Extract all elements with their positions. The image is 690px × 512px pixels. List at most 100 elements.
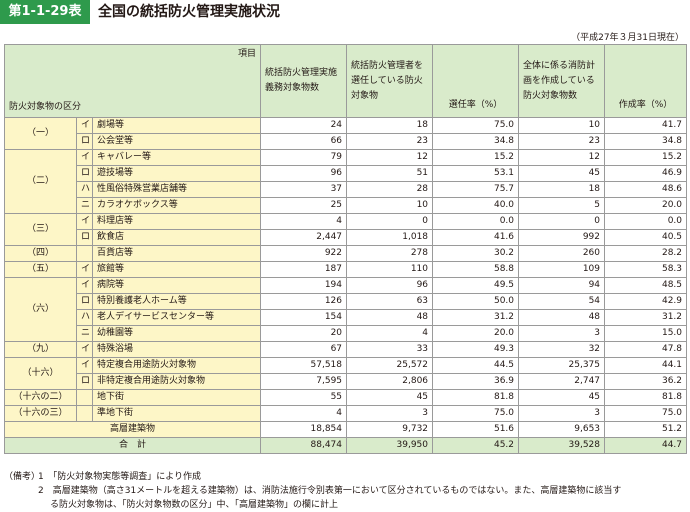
sub-category: ハ	[76, 309, 93, 326]
highrise-v2: 9,732	[346, 421, 434, 438]
total-v2: 39,950	[346, 437, 434, 454]
cell-v4: 45	[518, 389, 606, 406]
table-row: （三）イ料理店等 4 0 0.0 0 0.0	[4, 213, 688, 246]
highrise-name: 高層建築物	[3, 421, 262, 438]
cell-v3: 75.0	[432, 117, 520, 134]
cell-v4: 3	[518, 405, 606, 422]
cell-v3: 0.0	[432, 213, 520, 230]
cell-v2: 33	[346, 341, 434, 358]
cell-v2: 0	[346, 213, 434, 230]
cell-v4: 10	[518, 117, 606, 134]
cell-v1: 4	[260, 405, 348, 422]
sub-category: ロ	[76, 373, 93, 390]
cell-v3: 50.0	[432, 293, 520, 310]
cell-v2: 28	[346, 181, 434, 198]
cell-v1: 126	[260, 293, 348, 310]
item-name: 特定複合用途防火対象物	[91, 357, 262, 374]
cell-v2: 10	[346, 197, 434, 214]
item-name: カラオケボックス等	[91, 197, 262, 214]
cell-v2: 25,572	[346, 357, 434, 374]
page-title: 全国の統括防火管理実施状況	[98, 4, 280, 20]
table-row-highrise: 高層建築物 18,854 9,732 51.6 9,653 51.2	[3, 421, 688, 438]
cell-v2: 48	[346, 309, 434, 326]
cell-v1: 79	[260, 149, 348, 166]
total-name: 合 計	[3, 437, 262, 454]
sub-category: ニ	[76, 197, 93, 214]
table-row: ロ公会堂等 66 23 34.8 23 34.8	[5, 133, 688, 150]
cell-v1: 96	[260, 165, 348, 182]
cell-v1: 57,518	[260, 357, 348, 374]
cell-v4: 54	[518, 293, 606, 310]
cell-v1: 4	[260, 213, 348, 230]
header-corner-bottom: 防火対象物の区分	[9, 102, 82, 112]
header-col2: 統括防火管理者を選任している防火対象物	[346, 44, 434, 118]
table-row: ハ老人デイサービスセンター等 154 48 31.2 48 31.2	[5, 309, 688, 326]
table-row: （九）イ特殊浴場 67 33 49.3 32 47.8	[4, 341, 688, 358]
cell-v3: 15.2	[432, 149, 520, 166]
category-label: （三）	[4, 213, 77, 246]
notes-label: （備考）	[4, 472, 41, 482]
cell-v2: 63	[346, 293, 434, 310]
figure-label: 第1-1-29表	[0, 0, 90, 24]
cell-v1: 2,447	[260, 229, 348, 246]
header-col3: 選任率（%）	[432, 44, 520, 118]
cell-v2: 96	[346, 277, 434, 294]
cell-v3: 53.1	[432, 165, 520, 182]
header-corner: 項目 防火対象物の区分	[3, 44, 262, 118]
cell-v1: 67	[260, 341, 348, 358]
cell-v5: 75.0	[604, 405, 688, 422]
sub-category: イ	[76, 341, 93, 358]
cell-v4: 32	[518, 341, 606, 358]
cell-v2: 110	[346, 261, 434, 278]
table-row: ニカラオケボックス等 25 10 40.0 5 20.0	[5, 197, 688, 214]
date-note: （平成27年３月31日現在）	[571, 33, 684, 43]
cell-v5: 42.9	[604, 293, 688, 310]
cell-v4: 94	[518, 277, 606, 294]
cell-v2: 12	[346, 149, 434, 166]
title-bar: 第1-1-29表 全国の統括防火管理実施状況	[0, 0, 690, 24]
table-row: ロ飲食店 2,447 1,018 41.6 992 40.5	[5, 229, 688, 246]
cell-v1: 37	[260, 181, 348, 198]
cell-v5: 47.8	[604, 341, 688, 358]
table-row: （六）イ病院等 194 96 49.5 94 48.5	[4, 277, 688, 342]
table-row: （十六）イ特定複合用途防火対象物 57,518 25,572 44.5 25,375 44…	[4, 357, 688, 390]
cell-v2: 278	[346, 245, 434, 262]
cell-v5: 15.0	[604, 325, 688, 342]
cell-v5: 41.7	[604, 117, 688, 134]
category-label: （十六の二）	[4, 389, 77, 406]
item-name: 飲食店	[91, 229, 262, 246]
cell-v1: 66	[260, 133, 348, 150]
sub-category: イ	[76, 277, 93, 294]
cell-v2: 3	[346, 405, 434, 422]
item-name: 特別養護老人ホーム等	[91, 293, 262, 310]
header-col5: 作成率（%）	[604, 44, 688, 118]
header-col1: 統括防火管理実施義務対象物数	[260, 44, 348, 118]
sub-category: ロ	[76, 133, 93, 150]
table-row: ニ幼稚園等 20 4 20.0 3 15.0	[5, 325, 688, 342]
status-table: 項目 防火対象物の区分 統括防火管理実施義務対象物数 統括防火管理者を選任してい…	[3, 44, 688, 454]
cell-v4: 45	[518, 165, 606, 182]
table-row: ハ性風俗特殊営業店舗等 37 28 75.7 18 48.6	[5, 181, 688, 198]
sub-category: ロ	[76, 293, 93, 310]
table-row: ロ非特定複合用途防火対象物 7,595 2,806 36.9 2,747 36.2	[5, 373, 688, 390]
sub-category: イ	[76, 213, 93, 230]
cell-v3: 41.6	[432, 229, 520, 246]
sub-category: イ	[76, 117, 93, 134]
item-name: 百貨店等	[91, 245, 262, 262]
cell-v5: 20.0	[604, 197, 688, 214]
cell-v3: 31.2	[432, 309, 520, 326]
category-label: （九）	[4, 341, 77, 358]
item-name: 老人デイサービスセンター等	[91, 309, 262, 326]
cell-v5: 36.2	[604, 373, 688, 390]
total-v5: 44.7	[604, 437, 688, 454]
cell-v4: 25,375	[518, 357, 606, 374]
sub-category: ニ	[76, 325, 93, 342]
cell-v2: 2,806	[346, 373, 434, 390]
cell-v4: 2,747	[518, 373, 606, 390]
cell-v3: 49.3	[432, 341, 520, 358]
item-name: 非特定複合用途防火対象物	[91, 373, 262, 390]
cell-v5: 15.2	[604, 149, 688, 166]
sub-category	[76, 405, 93, 422]
table-row-total: 合 計 88,474 39,950 45.2 39,528 44.7	[3, 437, 688, 454]
cell-v5: 28.2	[604, 245, 688, 262]
